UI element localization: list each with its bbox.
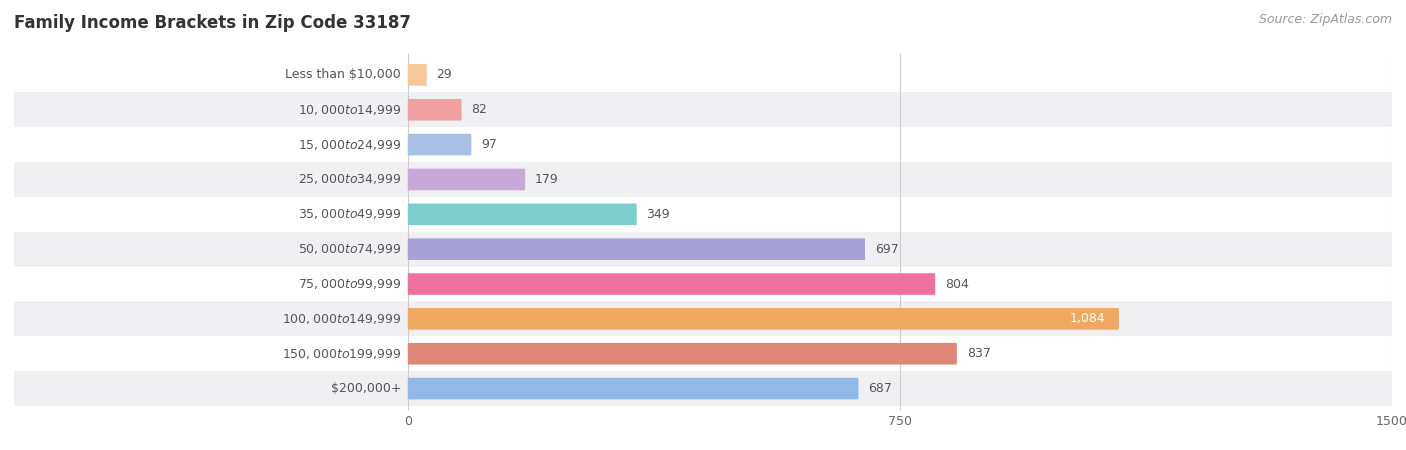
Bar	[14, 266, 1392, 302]
Bar	[14, 127, 1392, 162]
Text: 349: 349	[647, 208, 671, 221]
Text: $100,000 to $149,999: $100,000 to $149,999	[281, 312, 401, 326]
Bar	[14, 162, 1392, 197]
FancyBboxPatch shape	[408, 203, 637, 225]
Text: Family Income Brackets in Zip Code 33187: Family Income Brackets in Zip Code 33187	[14, 14, 411, 32]
Text: 1,084: 1,084	[1070, 312, 1107, 325]
FancyBboxPatch shape	[408, 308, 1119, 330]
Text: 804: 804	[945, 278, 969, 291]
Bar	[14, 197, 1392, 232]
FancyBboxPatch shape	[408, 169, 526, 190]
FancyBboxPatch shape	[408, 273, 935, 295]
Bar	[14, 58, 1392, 92]
FancyBboxPatch shape	[408, 378, 859, 400]
Text: $75,000 to $99,999: $75,000 to $99,999	[298, 277, 401, 291]
FancyBboxPatch shape	[408, 99, 461, 121]
Text: $10,000 to $14,999: $10,000 to $14,999	[298, 103, 401, 117]
Bar	[14, 336, 1392, 371]
Text: 97: 97	[481, 138, 498, 151]
Text: $25,000 to $34,999: $25,000 to $34,999	[298, 172, 401, 186]
Text: 179: 179	[536, 173, 558, 186]
Text: $150,000 to $199,999: $150,000 to $199,999	[281, 347, 401, 361]
Text: $35,000 to $49,999: $35,000 to $49,999	[298, 207, 401, 221]
FancyBboxPatch shape	[408, 238, 865, 260]
FancyBboxPatch shape	[408, 64, 427, 86]
FancyBboxPatch shape	[408, 134, 471, 155]
Text: 697: 697	[875, 243, 898, 256]
Bar	[14, 92, 1392, 127]
Text: $200,000+: $200,000+	[330, 382, 401, 395]
Bar	[14, 232, 1392, 266]
FancyBboxPatch shape	[408, 343, 957, 364]
Text: Less than $10,000: Less than $10,000	[285, 68, 401, 81]
Text: Source: ZipAtlas.com: Source: ZipAtlas.com	[1258, 14, 1392, 27]
Bar	[14, 302, 1392, 336]
Text: $15,000 to $24,999: $15,000 to $24,999	[298, 138, 401, 152]
Text: 82: 82	[471, 103, 488, 116]
Bar	[14, 371, 1392, 406]
Text: $50,000 to $74,999: $50,000 to $74,999	[298, 242, 401, 256]
Text: 687: 687	[869, 382, 893, 395]
Text: 837: 837	[967, 347, 991, 360]
Text: 29: 29	[437, 68, 453, 81]
